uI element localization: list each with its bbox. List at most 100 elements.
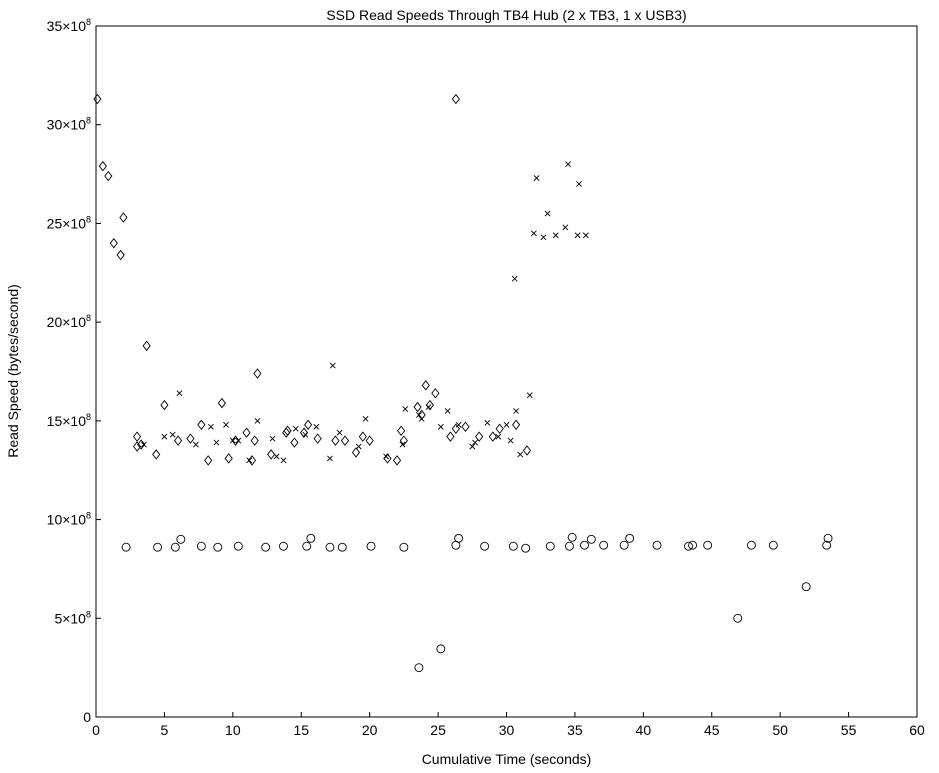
diamond-point bbox=[488, 431, 497, 442]
diamond-point bbox=[421, 380, 430, 391]
cross-point bbox=[552, 232, 559, 239]
cross-point bbox=[495, 433, 502, 440]
circle-point bbox=[768, 540, 778, 550]
diamond-point bbox=[351, 447, 361, 458]
cross-point bbox=[399, 441, 406, 448]
circle-point bbox=[521, 543, 531, 553]
diamond-point bbox=[132, 441, 142, 452]
diamond-point bbox=[197, 419, 206, 431]
diamond-point bbox=[242, 427, 251, 438]
cross-point bbox=[425, 404, 432, 410]
cross-point bbox=[140, 441, 147, 448]
circle-point bbox=[822, 540, 832, 550]
cross-point bbox=[208, 423, 214, 430]
y-tick-label: 0 bbox=[83, 709, 91, 725]
diamond-point bbox=[451, 423, 460, 434]
y-axis: 0 5×108 10×108 15×108 20×108 25×108 30×108 35×1… bbox=[47, 17, 101, 725]
cross-point bbox=[355, 443, 362, 450]
cross-point bbox=[223, 421, 229, 428]
cross-point bbox=[562, 224, 569, 231]
cross-point bbox=[169, 431, 176, 438]
circle-point bbox=[399, 542, 409, 552]
cross-point bbox=[313, 423, 320, 430]
diamond-point bbox=[451, 93, 460, 105]
circle-point bbox=[213, 542, 223, 552]
x-tick-label: 50 bbox=[772, 722, 788, 738]
cross-point bbox=[503, 421, 510, 428]
circle-point bbox=[436, 644, 446, 654]
cross-point bbox=[582, 232, 589, 239]
circle-point bbox=[599, 540, 609, 550]
circle-point bbox=[746, 540, 756, 550]
diamond-point bbox=[119, 212, 128, 223]
circle-point bbox=[688, 540, 698, 550]
cross-point bbox=[327, 455, 333, 462]
cross-point bbox=[246, 457, 253, 464]
diamond-point bbox=[425, 399, 434, 411]
diamond-point bbox=[392, 455, 402, 466]
cross-point bbox=[472, 439, 478, 446]
circle-point bbox=[564, 541, 574, 551]
x-tick-label: 45 bbox=[704, 722, 720, 738]
circle-point bbox=[325, 542, 335, 552]
x-tick-label: 35 bbox=[567, 722, 583, 738]
circle-point bbox=[580, 540, 589, 550]
cross-point bbox=[565, 161, 571, 168]
cross-point bbox=[383, 453, 390, 460]
cross-point bbox=[280, 457, 287, 464]
cross-point bbox=[544, 210, 551, 217]
cross-point bbox=[362, 415, 369, 422]
cross-point bbox=[530, 230, 537, 237]
cross-point bbox=[192, 441, 199, 448]
cross-point bbox=[484, 419, 491, 426]
cross-point bbox=[235, 437, 242, 444]
diamond-point bbox=[290, 437, 299, 448]
y-tick-label: 30×108 bbox=[47, 116, 91, 133]
cross-point bbox=[513, 408, 519, 414]
x-tick-label: 0 bbox=[92, 722, 100, 738]
diamond-point bbox=[512, 419, 521, 431]
diamond-point bbox=[413, 401, 422, 413]
circle-point bbox=[121, 542, 131, 552]
circle-point bbox=[508, 541, 518, 551]
diamond-point bbox=[358, 431, 367, 442]
x-tick-label: 10 bbox=[225, 722, 241, 738]
cross-point bbox=[269, 435, 276, 442]
diamond-point bbox=[313, 433, 322, 444]
cross-point bbox=[511, 275, 518, 282]
cross-point bbox=[229, 437, 236, 444]
diamond-point bbox=[299, 427, 309, 438]
circle-point bbox=[170, 542, 180, 552]
circle-point bbox=[153, 542, 163, 552]
diamond-point bbox=[109, 237, 118, 249]
cross-point bbox=[444, 408, 451, 414]
circle-point bbox=[567, 532, 577, 542]
x-tick-label: 20 bbox=[362, 722, 378, 738]
cross-point bbox=[329, 362, 336, 369]
diamond-point bbox=[431, 387, 440, 399]
circle-point bbox=[801, 582, 811, 592]
diamond-point bbox=[231, 435, 240, 446]
x-tick-label: 5 bbox=[161, 722, 169, 738]
cross-point bbox=[576, 181, 582, 187]
diamond-point bbox=[340, 435, 350, 446]
y-tick-label: 25×108 bbox=[47, 214, 91, 231]
diamond-point bbox=[137, 439, 146, 450]
diamond-point bbox=[104, 170, 113, 182]
cross-point bbox=[540, 234, 547, 241]
plot-area bbox=[95, 25, 918, 718]
diamond-point bbox=[365, 435, 374, 446]
diamond-point bbox=[247, 455, 257, 466]
circle-point bbox=[306, 533, 316, 543]
cross-point bbox=[517, 451, 524, 458]
circle-point bbox=[414, 663, 424, 673]
data-points bbox=[93, 93, 833, 673]
diamond-point bbox=[475, 431, 484, 442]
circle-point bbox=[545, 541, 555, 551]
y-tick-label: 15×108 bbox=[47, 412, 91, 429]
diamond-point bbox=[152, 449, 161, 460]
diamond-point bbox=[160, 399, 169, 411]
x-tick-label: 15 bbox=[293, 722, 309, 738]
y-tick-label: 35×108 bbox=[47, 17, 91, 34]
cross-point bbox=[455, 421, 462, 428]
